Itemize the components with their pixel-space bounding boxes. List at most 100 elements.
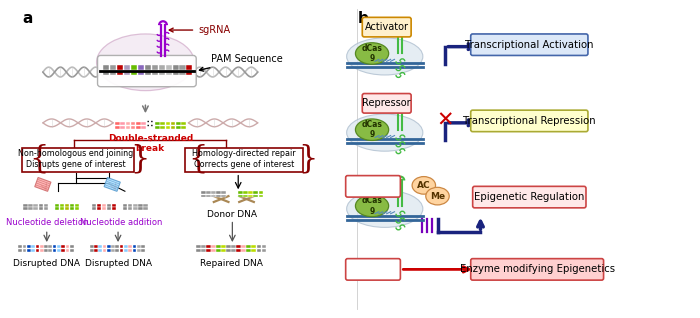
Bar — [52, 249, 57, 252]
Bar — [201, 245, 206, 248]
Bar — [251, 249, 256, 252]
Bar — [241, 245, 246, 248]
Bar — [23, 204, 28, 206]
Bar — [244, 195, 248, 197]
Bar — [102, 204, 106, 206]
Bar — [75, 207, 79, 210]
Bar — [232, 249, 236, 252]
Bar — [60, 207, 64, 210]
Bar — [238, 195, 243, 197]
Bar — [107, 249, 111, 252]
Bar — [144, 207, 148, 210]
Bar — [128, 249, 132, 252]
Bar — [111, 245, 115, 248]
Ellipse shape — [356, 119, 389, 141]
Bar — [211, 249, 216, 252]
Bar — [97, 204, 102, 206]
Bar — [115, 122, 120, 125]
Bar — [226, 245, 231, 248]
Bar — [206, 191, 211, 194]
Bar — [138, 65, 144, 70]
Bar — [48, 249, 52, 252]
Bar — [57, 249, 61, 252]
Bar — [38, 204, 43, 206]
FancyBboxPatch shape — [186, 148, 302, 172]
Bar — [141, 249, 145, 252]
Bar — [206, 249, 211, 252]
Text: Repressor: Repressor — [363, 98, 411, 108]
Bar — [18, 249, 22, 252]
FancyBboxPatch shape — [363, 93, 411, 113]
Bar — [160, 122, 165, 125]
Bar — [181, 122, 186, 125]
Bar — [120, 122, 125, 125]
Bar — [103, 249, 106, 252]
Bar — [232, 245, 236, 248]
Bar — [221, 195, 226, 197]
FancyBboxPatch shape — [470, 259, 603, 280]
Text: {: { — [29, 143, 48, 175]
Bar — [116, 245, 119, 248]
Bar — [152, 65, 158, 70]
Bar — [171, 126, 176, 129]
Bar — [34, 204, 38, 206]
Bar — [141, 126, 146, 129]
Bar — [43, 207, 48, 210]
Bar — [181, 126, 186, 129]
Bar — [32, 245, 35, 248]
Bar — [111, 65, 116, 70]
Bar — [166, 122, 170, 125]
Bar — [137, 249, 141, 252]
Bar — [179, 71, 186, 75]
Bar — [251, 245, 256, 248]
Bar — [256, 249, 261, 252]
FancyBboxPatch shape — [473, 186, 586, 208]
Bar — [196, 249, 201, 252]
Text: Homology-directed repair
Corrects gene of interest: Homology-directed repair Corrects gene o… — [193, 149, 296, 169]
Bar — [98, 249, 102, 252]
Bar — [120, 249, 123, 252]
Bar — [211, 195, 216, 197]
Bar — [155, 126, 160, 129]
FancyBboxPatch shape — [470, 110, 588, 132]
Bar — [111, 249, 115, 252]
Bar — [40, 245, 43, 248]
Text: dCas
9: dCas 9 — [362, 44, 382, 63]
Bar — [125, 126, 130, 129]
Bar — [131, 122, 135, 125]
Bar — [57, 245, 61, 248]
Bar — [125, 122, 130, 125]
Bar — [116, 249, 119, 252]
Bar — [152, 71, 158, 75]
Text: Transcriptional Activation: Transcriptional Activation — [465, 40, 594, 50]
Bar — [238, 191, 243, 194]
FancyBboxPatch shape — [97, 55, 196, 87]
Text: }: } — [130, 143, 149, 175]
Bar — [115, 126, 120, 129]
Bar — [52, 245, 57, 248]
Bar — [131, 65, 137, 70]
Bar — [176, 122, 181, 125]
Bar — [22, 249, 27, 252]
Bar — [60, 204, 64, 206]
Bar — [27, 245, 31, 248]
FancyBboxPatch shape — [470, 34, 588, 55]
Bar — [133, 207, 138, 210]
Ellipse shape — [356, 43, 389, 64]
Bar — [48, 245, 52, 248]
Bar — [104, 71, 109, 75]
Bar — [107, 204, 111, 206]
Text: Disrupted DNA: Disrupted DNA — [85, 259, 152, 268]
Bar — [123, 204, 127, 206]
Bar — [172, 71, 178, 75]
Bar — [141, 122, 146, 125]
Bar — [70, 204, 74, 206]
Bar — [256, 245, 261, 248]
Bar — [221, 249, 226, 252]
Bar — [138, 71, 144, 75]
Bar — [38, 207, 43, 210]
Text: Nucleotide deletion: Nucleotide deletion — [6, 218, 88, 227]
Bar — [137, 245, 141, 248]
Text: }: } — [298, 143, 317, 175]
Polygon shape — [35, 177, 51, 191]
